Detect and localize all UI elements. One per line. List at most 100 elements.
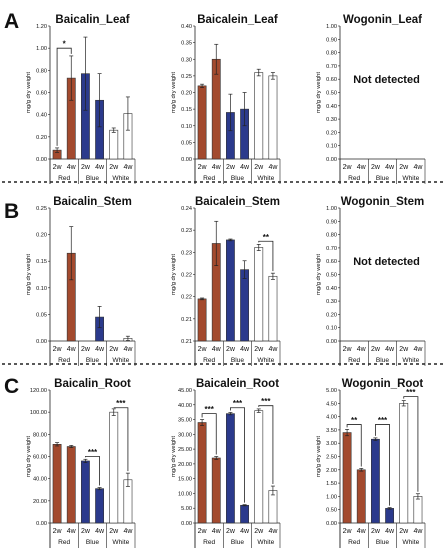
group-label: Red bbox=[203, 175, 215, 182]
bar bbox=[66, 446, 76, 524]
significance-label: *** bbox=[88, 448, 98, 457]
significance-bracket bbox=[258, 240, 274, 272]
bar bbox=[356, 469, 366, 524]
x-tick-label: 4w bbox=[67, 164, 77, 171]
group-label: White bbox=[112, 175, 129, 182]
y-tick-label: 4.50 bbox=[326, 401, 337, 407]
significance-bracket bbox=[56, 47, 72, 146]
y-tick-label: 0.80 bbox=[326, 51, 337, 57]
group-label: Blue bbox=[231, 357, 245, 364]
y-tick-label: 0.40 bbox=[181, 24, 192, 30]
y-tick-label: 0.25 bbox=[36, 206, 47, 212]
not-detected-label: Not detected bbox=[353, 74, 420, 86]
y-tick-label: 0.00 bbox=[36, 157, 47, 163]
group-label: Blue bbox=[86, 539, 100, 546]
x-tick-label: 2w bbox=[109, 164, 119, 171]
x-tick-label: 4w bbox=[385, 164, 395, 171]
chart-title: Wogonin_Root bbox=[342, 378, 424, 390]
chart-title: Baicalein_Leaf bbox=[197, 14, 278, 26]
chart-baicalein-root: Baicalein_Root mg/g dry weight 0.00 5.00 10.… bbox=[171, 378, 281, 548]
chart-title: Baicalein_Stem bbox=[195, 196, 280, 208]
x-tick-label: 2w bbox=[81, 528, 91, 535]
y-tick-label: 100.00 bbox=[30, 410, 47, 416]
x-tick-label: 4w bbox=[268, 346, 278, 353]
y-axis-label: mg/g dry weight bbox=[316, 254, 322, 295]
bar bbox=[268, 490, 278, 524]
x-tick-label: 2w bbox=[81, 164, 91, 171]
bar bbox=[240, 269, 249, 342]
x-tick-label: 2w bbox=[343, 346, 353, 353]
y-tick-label: 0.40 bbox=[36, 113, 47, 119]
y-tick-label: 0.00 bbox=[326, 521, 337, 527]
y-tick-label: 40.00 bbox=[178, 403, 192, 409]
x-tick-label: 2w bbox=[254, 346, 264, 353]
x-tick-label: 2w bbox=[198, 346, 208, 353]
x-tick-label: 2w bbox=[226, 164, 236, 171]
bar bbox=[226, 239, 235, 342]
chart-wogonin-root: Wogonin_Root mg/g dry weight 0.00 0.50 1.00 1… bbox=[316, 378, 426, 548]
y-tick-label: 0.23 bbox=[181, 228, 192, 234]
y-axis-label: mg/g dry weight bbox=[26, 254, 32, 295]
bar bbox=[240, 504, 249, 524]
group-label: Red bbox=[58, 175, 70, 182]
y-tick-label: 1.00 bbox=[326, 206, 337, 212]
bar bbox=[385, 508, 394, 524]
chart-title: Baicalin_Root bbox=[54, 378, 131, 390]
x-tick-label: 4w bbox=[357, 164, 367, 171]
x-tick-label: 2w bbox=[109, 346, 119, 353]
group-label: Red bbox=[58, 539, 70, 546]
significance-label: *** bbox=[261, 397, 271, 406]
bar bbox=[268, 75, 278, 160]
y-tick-label: 0.70 bbox=[326, 246, 337, 252]
x-tick-label: 4w bbox=[385, 346, 395, 353]
y-tick-label: 0.50 bbox=[326, 273, 337, 279]
y-axis-label: mg/g dry weight bbox=[26, 436, 32, 477]
group-label: White bbox=[257, 175, 274, 182]
y-tick-label: 60.00 bbox=[33, 455, 47, 461]
group-label: Blue bbox=[376, 357, 390, 364]
bar bbox=[371, 438, 380, 524]
y-tick-label: 0.05 bbox=[36, 312, 47, 318]
group-label: Red bbox=[58, 357, 70, 364]
y-tick-label: 2.50 bbox=[326, 455, 337, 461]
chart-title: Baicalein_Root bbox=[196, 378, 279, 390]
x-tick-label: 4w bbox=[123, 346, 133, 353]
significance-bracket bbox=[113, 407, 129, 472]
y-tick-label: 0.00 bbox=[181, 157, 192, 163]
chart-baicalein-stem: Baicalein_Stem mg/g dry weight 0.21 0.21 0.2… bbox=[171, 196, 281, 366]
x-tick-label: 2w bbox=[254, 528, 264, 535]
y-axis-label: mg/g dry weight bbox=[316, 72, 322, 113]
x-tick-label: 4w bbox=[67, 528, 77, 535]
y-tick-label: 3.00 bbox=[326, 441, 337, 447]
x-tick-label: 2w bbox=[399, 528, 409, 535]
significance-label: *** bbox=[406, 388, 416, 397]
x-tick-label: 4w bbox=[95, 346, 105, 353]
x-tick-label: 4w bbox=[240, 528, 250, 535]
x-tick-label: 4w bbox=[413, 346, 423, 353]
y-tick-label: 0.90 bbox=[326, 37, 337, 43]
y-tick-label: 2.00 bbox=[326, 468, 337, 474]
y-tick-label: 0.00 bbox=[36, 521, 47, 527]
x-tick-label: 2w bbox=[53, 164, 63, 171]
y-tick-label: 0.22 bbox=[181, 295, 192, 301]
y-tick-label: 5.00 bbox=[181, 506, 192, 512]
x-tick-label: 4w bbox=[212, 164, 222, 171]
bar bbox=[413, 496, 423, 524]
y-tick-label: 0.40 bbox=[326, 104, 337, 110]
y-tick-label: 0.60 bbox=[326, 77, 337, 83]
group-label: Blue bbox=[231, 175, 245, 182]
x-tick-label: 4w bbox=[357, 346, 367, 353]
y-tick-label: 0.50 bbox=[326, 91, 337, 97]
group-label: Red bbox=[348, 357, 360, 364]
chart-wogonin-stem: Wogonin_Stem mg/g dry weight 0.00 0.10 0.20 0… bbox=[316, 196, 426, 366]
y-tick-label: 0.30 bbox=[326, 117, 337, 123]
bar bbox=[254, 247, 264, 342]
x-tick-label: 2w bbox=[399, 346, 409, 353]
y-tick-label: 0.23 bbox=[181, 250, 192, 256]
x-tick-label: 2w bbox=[399, 164, 409, 171]
y-tick-label: 1.00 bbox=[326, 24, 337, 30]
y-tick-label: 0.10 bbox=[326, 144, 337, 150]
significance-bracket bbox=[375, 424, 390, 506]
panel-letter-b: B bbox=[4, 200, 19, 223]
group-label: White bbox=[257, 357, 274, 364]
